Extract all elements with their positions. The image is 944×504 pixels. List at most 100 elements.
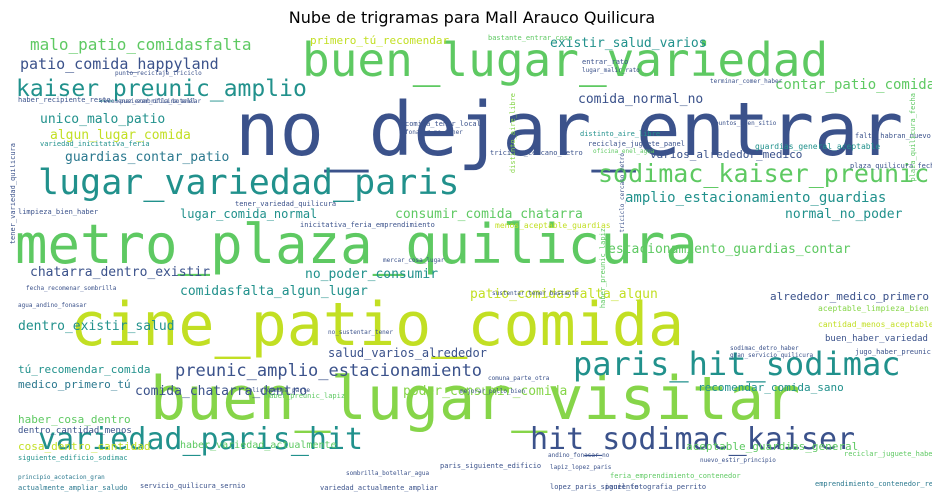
- cloud-word: varios_alrededor_medico: [650, 148, 803, 161]
- cloud-word: variedad_paris_hit: [38, 422, 364, 457]
- cloud-word: servicio_quilicura_sernio: [140, 482, 246, 490]
- cloud-word: inicitativa_feria_emprendimiento: [300, 221, 435, 229]
- cloud-word: unico_malo_patio: [40, 112, 166, 127]
- cloud-word: oficina_enel_agua: [593, 148, 655, 155]
- cloud-word: variedad_inicitativa_feria: [40, 140, 150, 148]
- cloud-word: distinto_aire_libre: [580, 130, 661, 138]
- cloud-word: haber_cosa_dentro: [18, 413, 131, 426]
- cloud-word: medico_primero_tú: [18, 378, 131, 391]
- cloud-word: comida_tener_local: [405, 120, 481, 128]
- cloud-word: comidasfalta_algun_lugar: [180, 284, 368, 299]
- cloud-word: bastante_entrar_cosa: [488, 34, 573, 42]
- cloud-word: tener_variedad_quilicura: [235, 200, 337, 208]
- cloud-word: alrededor_medico_primero: [770, 290, 929, 303]
- cloud-word: sustentar_tener_bastante: [492, 290, 579, 297]
- cloud-word: guardias_contar_patio: [65, 150, 230, 165]
- cloud-word: agua_andino_fonasar: [18, 302, 87, 309]
- cloud-word: consumir_comida_chatarra: [395, 207, 583, 222]
- cloud-word: comida_chatarra_dentro: [135, 384, 308, 399]
- cloud-word: poder_consumir_comida: [403, 384, 568, 399]
- cloud-word: andino_fonasar_no: [548, 452, 610, 459]
- cloud-word: lapiz_lopez_paris: [550, 464, 612, 471]
- cloud-word: dentro_existir_salud: [18, 319, 175, 334]
- cloud-word: chatarra_dentro_existir: [30, 265, 211, 280]
- cloud-word: estacionamiento_guardias_contar: [608, 242, 851, 257]
- cloud-word: paris_siguiente_edificio: [440, 462, 542, 470]
- cloud-word: haber_preunic_lapiz: [599, 228, 607, 309]
- cloud-word: patio_comidasfalta_algun: [470, 287, 658, 302]
- cloud-word: fonasur_no_tener: [405, 129, 463, 136]
- word-cloud: no_dejar_entrar metro_plaza_quilicura ci…: [10, 33, 932, 493]
- cloud-word: kaiser_preunic_amplio: [16, 76, 307, 102]
- cloud-word: haber_preunic_lapiz: [265, 392, 346, 400]
- cloud-word: lopez_paris_siguiente: [550, 483, 639, 491]
- cloud-word: malo_patio_comidasfalta: [30, 35, 252, 54]
- cloud-word: gran_servicio_quilicura: [730, 352, 814, 359]
- cloud-word: jugo_haber_preunic: [855, 348, 931, 356]
- cloud-word: feria_emprendimiento_contenedor: [610, 472, 741, 480]
- cloud-word: salud_varios_alrededor: [328, 346, 487, 360]
- cloud-word: plaza_quilicura_fecha: [850, 162, 932, 170]
- cloud-word: mercar_cosa_lugar: [383, 257, 445, 264]
- cloud-word: normal_no_poder: [785, 207, 903, 222]
- cloud-word: no_poder_consumir: [305, 267, 439, 282]
- cloud-word: menos_aceptable_guardias: [495, 221, 611, 230]
- cloud-word: lugar_comida_normal: [180, 207, 318, 221]
- cloud-word: preunic_amplio_estacionamiento: [175, 361, 483, 381]
- cloud-word: sodimac_detro_haber: [730, 345, 799, 352]
- cloud-word: haber_recipiente_resto: [18, 96, 111, 104]
- cloud-word: pusierar_oficina_enel: [120, 98, 196, 105]
- cloud-word: buen_haber_variedad: [825, 334, 928, 344]
- cloud-word: fecha_recomenar_sombrilla: [26, 285, 117, 292]
- cloud-word: triciclo_cercano_metro: [619, 153, 626, 233]
- cloud-word: patio_comida_happyland: [20, 55, 219, 73]
- cloud-word: dentro_cantidad_menos: [18, 426, 132, 436]
- cloud-word: recomenar_sombrilla_botellar: [100, 98, 202, 105]
- cloud-word: contar_patio_comida: [775, 77, 932, 93]
- cloud-word: cantidad_menos_aceptable: [818, 320, 932, 329]
- cloud-word: recomendar_comida_sano: [698, 381, 844, 394]
- cloud-word: guardias_general_aceptable: [755, 142, 881, 151]
- cloud-word: hit_sodimac_kaiser: [530, 422, 856, 457]
- cloud-word: puntos_buen_sitio: [715, 120, 777, 127]
- cloud-word: comuna_parte_otra: [488, 375, 550, 382]
- cloud-word: tú_recomendar_comida: [18, 363, 151, 376]
- cloud-word: paris_hit_sodimac: [573, 345, 901, 383]
- cloud-word: principio_acotacion_gran: [18, 474, 105, 481]
- cloud-word: reciclar_juguete_haber: [844, 450, 932, 458]
- cloud-word: amplio_estacionamiento_guardias: [625, 190, 887, 206]
- cloud-word: haber_variedad_actualmente: [180, 440, 337, 451]
- cloud-word: aceptable_limpieza_bien: [818, 304, 929, 313]
- cloud-word: existir_salud_varios: [550, 36, 707, 51]
- cloud-word: salir_comuna_parte: [245, 387, 311, 394]
- cloud-word: algun_lugar_comida: [50, 128, 191, 143]
- cloud-word: emprendimiento_contenedor_reciclaje: [815, 480, 932, 488]
- cloud-word: variedad_actualmente_ampliar: [320, 484, 439, 492]
- cloud-word: buen_lugar_visitar: [150, 364, 801, 434]
- cloud-word: entrar_rato: [582, 58, 629, 66]
- cloud-word: tener_variedad_quilicura: [10, 143, 17, 245]
- cloud-word: metro_plaza_quilicura: [15, 213, 698, 276]
- cloud-word: plaza_quilicura_fecha: [909, 93, 917, 182]
- cloud-word: panel_fotografia_perrito: [605, 483, 707, 491]
- cloud-word: cine_patio_comida: [70, 290, 685, 360]
- cloud-word: no_dejar_entrar: [235, 87, 904, 173]
- cloud-word: punto_reciclaje_triciclo: [115, 70, 202, 77]
- cloud-word: comida_normal_no: [578, 92, 704, 107]
- cloud-word: reciclaje_juguete_panel: [588, 140, 685, 148]
- cloud-word: primero_tú_recomendar: [310, 34, 450, 47]
- cloud-word: lugar_variedad_paris: [38, 163, 460, 203]
- cloud-word: buen_lugar_variedad: [302, 33, 829, 87]
- cloud-word: terminar_comer_haber: [710, 78, 783, 85]
- cloud-word: limpieza_bien_haber: [18, 208, 99, 216]
- cloud-word: falta_habran_nuevo: [855, 132, 931, 140]
- chart-title: Nube de trigramas para Mall Arauco Quili…: [288, 8, 656, 27]
- cloud-word: siguiente_edificio_sodimac: [18, 454, 128, 462]
- cloud-word: sombrilla_botellar_agua: [346, 470, 430, 477]
- cloud-word: triciclo_cercano_metro: [490, 149, 583, 157]
- cloud-word: mejorar_pollo_bien: [460, 388, 526, 395]
- cloud-word: distinto_aire_libre: [509, 93, 517, 174]
- cloud-word: sodimac_kaiser_preunic: [598, 159, 930, 188]
- cloud-word: no_sustentar_tener: [328, 329, 394, 336]
- cloud-word: cosa_dentro_cantidad: [18, 440, 151, 453]
